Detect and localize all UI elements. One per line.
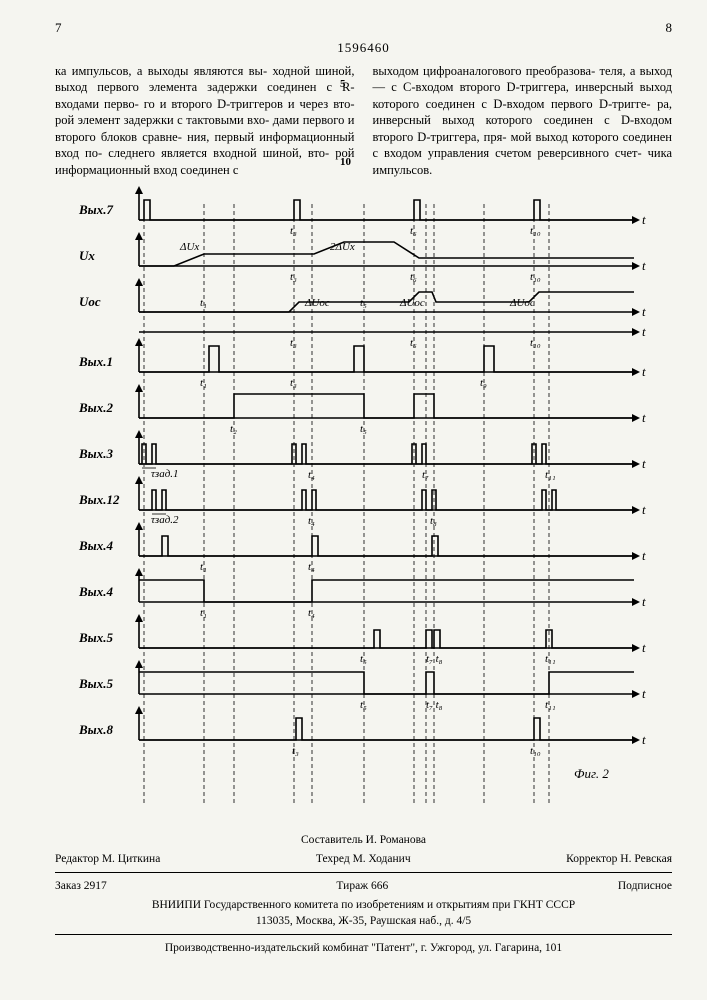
svg-text:t₆: t₆ (410, 225, 417, 237)
footer: Составитель И. Романова Редактор М. Цитк… (55, 832, 672, 957)
publisher-1: ВНИИПИ Государственного комитета по изоб… (55, 897, 672, 913)
svg-text:t₁₀: t₁₀ (530, 337, 541, 349)
svg-text:t₁₁: t₁₁ (545, 699, 556, 711)
tech-editor: Техред М. Ходанич (316, 851, 411, 867)
publisher-2: Производственно-издательский комбинат "П… (55, 940, 672, 956)
svg-text:Вых.7: Вых.7 (78, 202, 113, 217)
svg-text:t₅: t₅ (360, 297, 367, 309)
svg-text:t: t (642, 410, 646, 425)
divider-1 (55, 872, 672, 873)
page-numbers: 7 8 (55, 20, 672, 36)
patent-page: 7 8 1596460 ка импульсов, а выходы являю… (0, 0, 707, 1000)
svg-text:t₃: t₃ (292, 745, 299, 757)
svg-text:t: t (642, 456, 646, 471)
svg-text:Вых.5: Вых.5 (78, 676, 113, 691)
svg-text:Вых.2: Вых.2 (78, 400, 113, 415)
svg-text:t: t (642, 364, 646, 379)
publisher-1-addr: 113035, Москва, Ж-35, Раушская наб., д. … (55, 913, 672, 929)
svg-text:t₄: t₄ (308, 607, 315, 619)
svg-text:t₃: t₃ (290, 271, 297, 283)
svg-text:t₆: t₆ (410, 271, 417, 283)
svg-text:t: t (642, 502, 646, 517)
editor: Редактор М. Циткина (55, 851, 160, 867)
svg-text:Вых.4: Вых.4 (78, 538, 113, 553)
svg-text:t₂: t₂ (230, 423, 237, 435)
text-columns: ка импульсов, а выходы являются вы- ходн… (55, 63, 672, 179)
line-marker-5: 5 (340, 78, 346, 92)
svg-text:t₅: t₅ (360, 423, 367, 435)
svg-text:t: t (642, 732, 646, 747)
corrector: Корректор Н. Ревская (566, 851, 672, 867)
svg-text:t: t (642, 548, 646, 563)
order-row: Заказ 2917 Тираж 666 Подписное (55, 878, 672, 894)
svg-text:τзад.1: τзад.1 (151, 468, 179, 480)
svg-text:Вых.12: Вых.12 (78, 492, 120, 507)
svg-text:t₉: t₉ (480, 377, 487, 389)
svg-text:t₃: t₃ (290, 377, 297, 389)
svg-text:ΔUос: ΔUос (399, 297, 425, 309)
svg-text:t: t (642, 594, 646, 609)
svg-text:τзад.2: τзад.2 (151, 514, 179, 526)
svg-text:Uос: Uос (79, 294, 101, 309)
svg-text:ΔUос: ΔUос (304, 297, 330, 309)
timing-diagram: t Вых.7 t₃ t₆ t₁₀ t Uх ΔUх 2ΔUх t₃ t₆ t₁₀ t Uос t₁ ΔUос… (74, 186, 654, 826)
svg-text:t: t (642, 304, 646, 319)
svg-text:t₁₀: t₁₀ (530, 271, 541, 283)
svg-text:t: t (642, 324, 646, 339)
svg-text:t₁₀: t₁₀ (530, 745, 541, 757)
svg-text:t₅: t₅ (360, 653, 367, 665)
svg-text:2ΔUх: 2ΔUх (330, 241, 355, 253)
svg-text:Вых.3: Вых.3 (78, 446, 113, 461)
svg-text:t₈: t₈ (430, 515, 437, 527)
svg-text:t₁: t₁ (200, 607, 207, 619)
svg-text:Вых.1: Вых.1 (78, 354, 113, 369)
compiler: Составитель И. Романова (55, 832, 672, 848)
subscription: Подписное (618, 878, 672, 894)
svg-text:t₄: t₄ (308, 561, 315, 573)
svg-text:t₃: t₃ (290, 337, 297, 349)
svg-text:t₄: t₄ (308, 469, 315, 481)
svg-text:t: t (642, 686, 646, 701)
credits-row: Редактор М. Циткина Техред М. Ходанич Ко… (55, 851, 672, 867)
svg-text:t: t (642, 258, 646, 273)
svg-text:t₅: t₅ (360, 699, 367, 711)
svg-text:Вых.4: Вых.4 (78, 584, 113, 599)
svg-text:Вых.5: Вых.5 (78, 630, 113, 645)
svg-text:Фиг. 2: Фиг. 2 (574, 766, 609, 781)
svg-text:ΔUх: ΔUх (179, 241, 199, 253)
page-num-left: 7 (55, 20, 62, 36)
column-1: ка импульсов, а выходы являются вы- ходн… (55, 63, 355, 179)
order-number: Заказ 2917 (55, 878, 107, 894)
svg-text:t₁: t₁ (200, 377, 207, 389)
page-num-right: 8 (666, 20, 673, 36)
svg-text:t₁₁: t₁₁ (545, 653, 556, 665)
print-run: Тираж 666 (336, 878, 388, 894)
svg-text:t₄: t₄ (308, 515, 315, 527)
svg-text:t: t (642, 640, 646, 655)
svg-text:t₃: t₃ (290, 225, 297, 237)
svg-text:t: t (642, 212, 646, 227)
svg-text:t₇ t₈: t₇ t₈ (426, 699, 443, 711)
column-2: выходом цифроаналогового преобразова- те… (373, 63, 673, 179)
svg-text:ΔUос: ΔUос (509, 297, 535, 309)
svg-text:Uх: Uх (79, 248, 95, 263)
svg-text:t₇: t₇ (422, 469, 429, 481)
svg-text:t₆: t₆ (410, 337, 417, 349)
svg-text:t₁₀: t₁₀ (530, 225, 541, 237)
svg-text:t₇ t₈: t₇ t₈ (426, 653, 443, 665)
divider-2 (55, 934, 672, 935)
svg-text:Вых.8: Вых.8 (78, 722, 113, 737)
svg-text:t₁: t₁ (200, 561, 207, 573)
svg-text:t₁: t₁ (200, 297, 207, 309)
document-number: 1596460 (55, 40, 672, 56)
line-marker-10: 10 (340, 156, 351, 170)
svg-text:t₁₁: t₁₁ (545, 469, 556, 481)
